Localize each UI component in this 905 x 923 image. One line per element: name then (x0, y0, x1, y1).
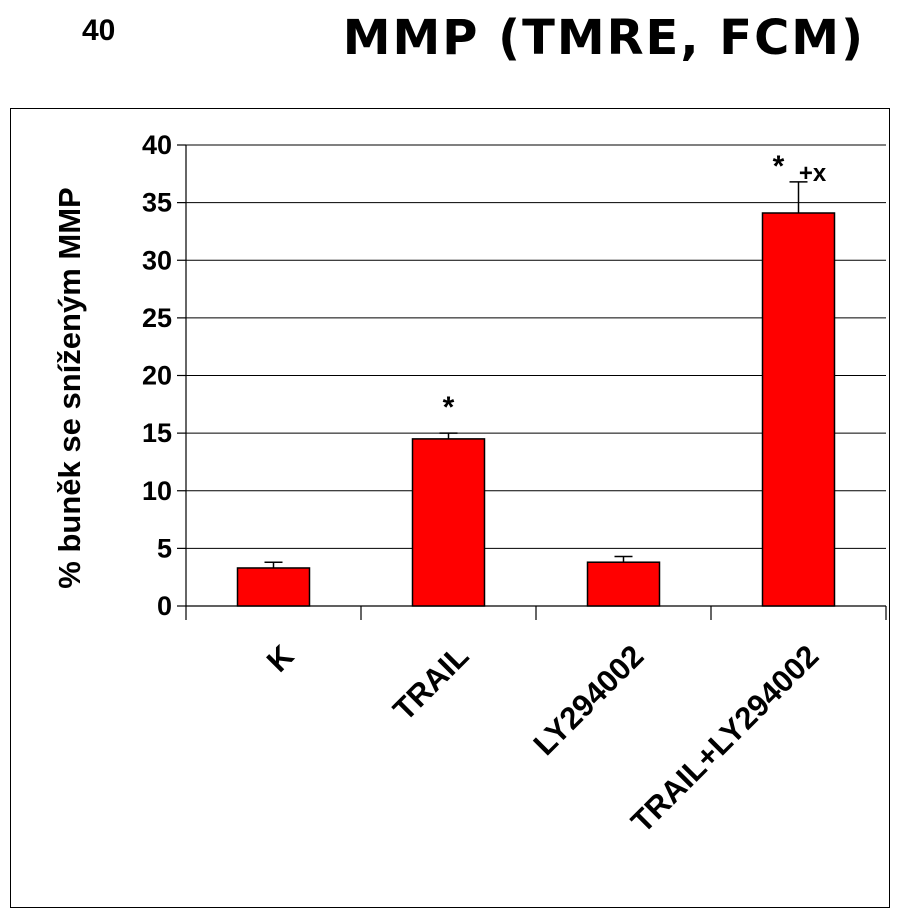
y-tick-label: 0 (157, 591, 172, 621)
y-tick-label: 20 (142, 361, 172, 391)
x-category-label: LY294002 (527, 638, 651, 762)
y-tick-label: 30 (142, 245, 172, 275)
significance-marker-secondary: +x (799, 160, 827, 187)
y-tick-label: 25 (142, 303, 172, 333)
y-axis-label: % buněk se sníženým MMP (52, 187, 87, 588)
x-category-label: TRAIL+LY294002 (624, 638, 825, 839)
x-category-label: TRAIL (386, 638, 475, 727)
slide-number: 40 (82, 14, 116, 47)
y-tick-label: 10 (142, 476, 172, 506)
bars (236, 181, 836, 607)
y-tick-label: 40 (142, 130, 172, 160)
significance-marker: * (773, 150, 785, 183)
slide-title: MMP (TMRE, FCM) (342, 10, 865, 66)
bar (586, 561, 661, 607)
significance-marker: * (443, 391, 455, 424)
bar (761, 212, 836, 607)
bar (411, 438, 486, 607)
y-tick-label: 5 (157, 533, 172, 563)
bar (236, 567, 311, 607)
x-category-label: K (260, 638, 301, 679)
y-tick-label: 15 (142, 418, 172, 448)
y-tick-label: 35 (142, 188, 172, 218)
chart-frame (10, 108, 890, 908)
